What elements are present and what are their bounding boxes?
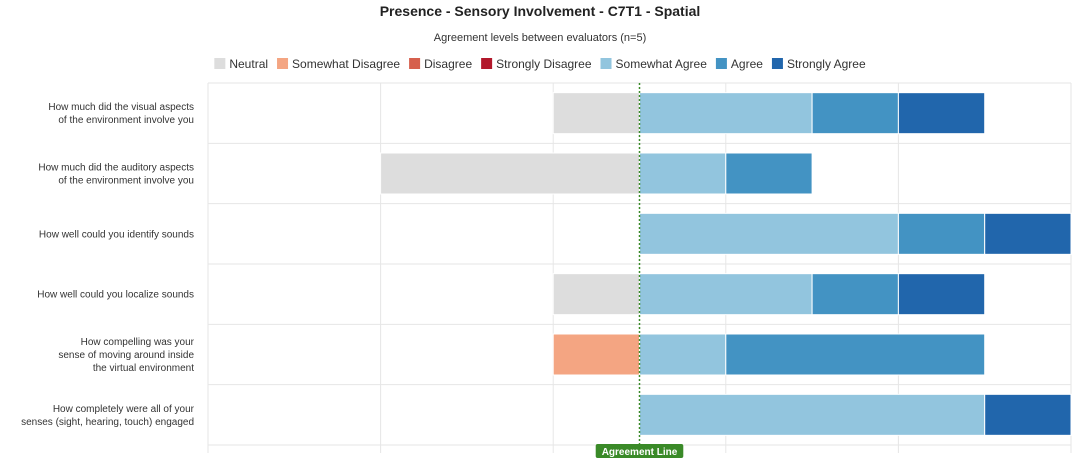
bar-segment-strongly-agree[interactable] — [984, 212, 1072, 255]
legend-item[interactable]: Agree — [715, 57, 763, 71]
category-label: How compelling was your — [81, 337, 195, 348]
legend-swatch — [409, 58, 421, 69]
legend-item[interactable]: Neutral — [214, 57, 268, 71]
bar-segment-agree[interactable] — [725, 152, 813, 195]
category-label: senses (sight, hearing, touch) engaged — [21, 417, 194, 428]
legend-swatch — [214, 58, 226, 69]
legend-swatch — [277, 58, 289, 69]
legend-label: Strongly Agree — [787, 57, 866, 71]
bars — [380, 92, 1072, 436]
legend-swatch — [600, 58, 612, 69]
category-label: How well could you identify sounds — [39, 229, 194, 240]
bar-segment-somewhat-agree[interactable] — [639, 152, 727, 195]
legend-item[interactable]: Disagree — [409, 57, 472, 71]
category-label: sense of moving around inside — [58, 350, 194, 361]
bar-segment-neutral[interactable] — [552, 273, 641, 316]
chart-subtitle: Agreement levels between evaluators (n=5… — [434, 32, 646, 44]
category-label: How completely were all of your — [53, 404, 195, 415]
category-label: How well could you localize sounds — [37, 290, 194, 301]
category-labels: How much did the visual aspects of the en… — [21, 102, 195, 428]
legend-swatch — [771, 58, 783, 69]
agreement-line-label: Agreement Line — [602, 447, 678, 458]
bar-segment-somewhat-agree[interactable] — [639, 212, 899, 255]
legend-item[interactable]: Strongly Disagree — [481, 57, 592, 71]
category-label: the virtual environment — [93, 363, 194, 374]
bar-segment-somewhat-agree[interactable] — [639, 273, 813, 316]
agreement-line: Agreement Line — [595, 83, 684, 458]
legend-item[interactable]: Somewhat Disagree — [277, 57, 400, 71]
chart-title: Presence - Sensory Involvement - C7T1 - … — [380, 3, 701, 19]
bar-segment-somewhat-agree[interactable] — [639, 393, 986, 436]
bar-segment-agree[interactable] — [811, 273, 899, 316]
legend-label: Agree — [731, 57, 763, 71]
bar-segment-somewhat-agree[interactable] — [639, 92, 813, 135]
legend: Neutral Somewhat Disagree Disagree Strongly… — [214, 57, 866, 71]
legend-item[interactable]: Somewhat Agree — [600, 57, 708, 71]
bar-segment-neutral[interactable] — [552, 92, 641, 135]
bar-segment-somewhat-agree[interactable] — [639, 333, 727, 376]
bar-segment-strongly-agree[interactable] — [897, 273, 986, 316]
bar-segment-agree[interactable] — [725, 333, 986, 376]
agreement-line-badge — [595, 444, 684, 458]
legend-label: Strongly Disagree — [496, 57, 592, 71]
legend-label: Somewhat Disagree — [292, 57, 400, 71]
legend-label: Somewhat Agree — [616, 57, 708, 71]
legend-item[interactable]: Strongly Agree — [771, 57, 866, 71]
category-label: of the environment involve you — [58, 176, 194, 187]
category-label: How much did the visual aspects — [48, 102, 194, 113]
legend-swatch — [715, 58, 727, 69]
category-label: of the environment involve you — [58, 115, 194, 126]
bar-segment-somewhat-disagree[interactable] — [552, 333, 641, 376]
legend-label: Disagree — [424, 57, 472, 71]
category-label: How much did the auditory aspects — [38, 163, 194, 174]
bar-segment-neutral[interactable] — [380, 152, 640, 195]
bar-segment-strongly-agree[interactable] — [984, 393, 1072, 436]
legend-swatch — [481, 58, 493, 69]
bar-segment-agree[interactable] — [811, 92, 899, 135]
bar-segment-strongly-agree[interactable] — [897, 92, 986, 135]
bar-segment-agree[interactable] — [897, 212, 986, 255]
legend-label: Neutral — [229, 57, 268, 71]
